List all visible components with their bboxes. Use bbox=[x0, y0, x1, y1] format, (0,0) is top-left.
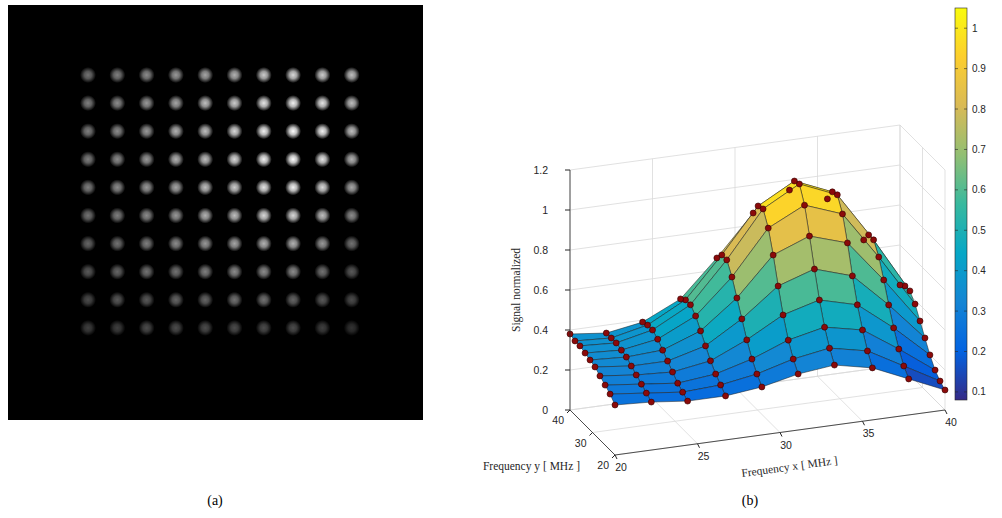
svg-text:0.4: 0.4 bbox=[533, 324, 548, 336]
svg-text:0.6: 0.6 bbox=[972, 184, 986, 195]
svg-text:0.6: 0.6 bbox=[533, 284, 548, 296]
svg-text:Frequency x [ MHz ]: Frequency x [ MHz ] bbox=[741, 454, 839, 480]
svg-text:1.2: 1.2 bbox=[533, 164, 548, 176]
svg-text:30: 30 bbox=[575, 437, 587, 449]
svg-text:0.3: 0.3 bbox=[972, 306, 986, 317]
svg-text:0.4: 0.4 bbox=[972, 265, 986, 276]
svg-text:0.7: 0.7 bbox=[972, 144, 986, 155]
svg-text:1: 1 bbox=[972, 23, 978, 34]
svg-text:35: 35 bbox=[863, 427, 875, 439]
svg-text:20: 20 bbox=[615, 461, 627, 473]
svg-text:20: 20 bbox=[597, 459, 609, 471]
svg-text:Signal normalized: Signal normalized bbox=[510, 248, 523, 332]
svg-text:Frequency y [ MHz ]: Frequency y [ MHz ] bbox=[483, 460, 580, 473]
svg-text:0.5: 0.5 bbox=[972, 225, 986, 236]
svg-text:0.2: 0.2 bbox=[972, 346, 986, 357]
svg-text:30: 30 bbox=[780, 439, 792, 451]
svg-text:(b): (b) bbox=[742, 493, 759, 509]
svg-text:0.8: 0.8 bbox=[533, 244, 548, 256]
svg-text:0.9: 0.9 bbox=[972, 63, 986, 74]
svg-text:25: 25 bbox=[698, 450, 710, 462]
svg-text:40: 40 bbox=[552, 414, 564, 426]
svg-text:40: 40 bbox=[945, 416, 957, 428]
svg-text:0.2: 0.2 bbox=[533, 364, 548, 376]
svg-text:(a): (a) bbox=[207, 493, 223, 509]
svg-text:0.1: 0.1 bbox=[972, 386, 986, 397]
svg-text:0.8: 0.8 bbox=[972, 104, 986, 115]
svg-text:0: 0 bbox=[542, 404, 548, 416]
svg-text:1: 1 bbox=[542, 204, 548, 216]
